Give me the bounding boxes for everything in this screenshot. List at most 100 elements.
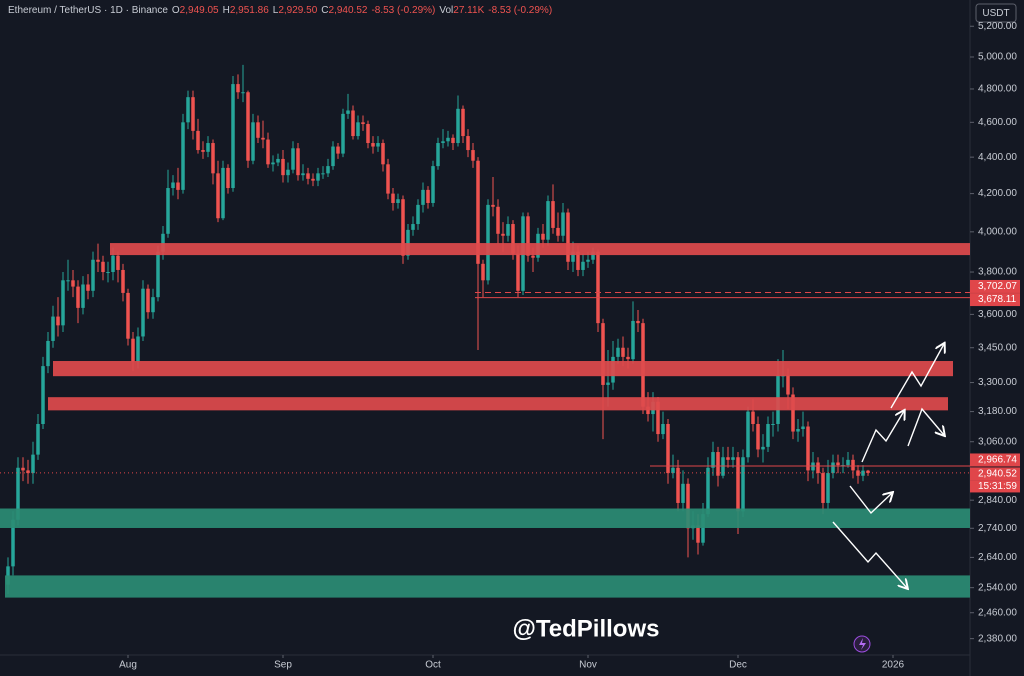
candle-body <box>686 483 690 529</box>
candle-body <box>121 269 125 293</box>
candle-body <box>226 167 230 189</box>
candle-body <box>826 473 830 503</box>
candle-body <box>466 136 470 151</box>
candle-body <box>41 366 45 425</box>
candle-body <box>721 457 725 476</box>
candle-body <box>91 259 95 291</box>
candle-body <box>61 280 65 326</box>
candle-body <box>206 143 210 152</box>
arrow <box>832 521 907 588</box>
candle-body <box>441 141 445 144</box>
y-tick-label: 2,460.00 <box>978 607 1017 618</box>
candle-body <box>331 146 335 167</box>
y-tick-label: 3,800.00 <box>978 267 1017 278</box>
candle-body <box>576 251 580 270</box>
stat-label: O <box>171 5 180 16</box>
candle-body <box>511 224 515 254</box>
candle-body <box>26 470 30 474</box>
y-tick-label: 2,540.00 <box>978 582 1017 593</box>
candle-body <box>176 182 180 190</box>
candle-body <box>566 212 570 262</box>
y-tick-label: 4,200.00 <box>978 188 1017 199</box>
candle-body <box>321 173 325 175</box>
candle-body <box>486 204 490 281</box>
x-tick-label: Sep <box>274 660 292 671</box>
candle-body <box>211 143 215 174</box>
symbol: Ethereum / TetherUS · 1D · Binance <box>8 5 168 16</box>
candle-body <box>236 84 240 93</box>
countdown-tag <box>970 480 1020 493</box>
candle-body <box>286 169 290 176</box>
candle-body <box>821 473 825 503</box>
candle-body <box>166 188 170 234</box>
candle-body <box>796 429 800 432</box>
x-tick-label: Dec <box>729 660 747 671</box>
candle-body <box>81 284 85 308</box>
candle-body <box>256 122 260 138</box>
candle-body <box>191 97 195 131</box>
candle-body <box>551 201 555 228</box>
candle-body <box>431 166 435 203</box>
candle-body <box>186 97 190 123</box>
candle-body <box>416 204 420 225</box>
candle-body <box>661 424 665 435</box>
candle-body <box>591 251 595 260</box>
y-tick-label: 3,180.00 <box>978 406 1017 417</box>
candle-body <box>766 424 770 447</box>
candle-body <box>136 336 140 362</box>
candle-body <box>341 113 345 154</box>
candle-body <box>326 166 330 174</box>
candle-body <box>501 233 505 236</box>
arrow <box>849 485 892 515</box>
candle-body <box>671 467 675 474</box>
y-tick-label: 3,300.00 <box>978 377 1017 388</box>
candle-body <box>296 148 300 176</box>
candle-body <box>666 424 670 474</box>
candle-body <box>141 288 145 337</box>
candle-body <box>806 426 810 471</box>
candle-body <box>86 284 90 291</box>
price-tag-label: 3,678.11 <box>978 294 1017 305</box>
candle-body <box>196 130 200 151</box>
candle-body <box>96 259 100 262</box>
candle-body <box>736 457 740 512</box>
price-tag-label: 2,966.74 <box>978 455 1017 466</box>
zone <box>53 361 953 377</box>
candle-body <box>531 255 535 258</box>
candle-body <box>201 150 205 152</box>
candle-body <box>716 452 720 476</box>
candle-body <box>461 108 465 137</box>
candle-body <box>11 519 15 567</box>
candle-body <box>866 470 870 473</box>
x-tick-label: 2026 <box>882 660 905 671</box>
candle-body <box>146 288 150 313</box>
candle-body <box>791 394 795 432</box>
candle-body <box>541 233 545 240</box>
candle-body <box>586 259 590 262</box>
candle-body <box>111 255 115 273</box>
candle-body <box>571 251 575 262</box>
candle-body <box>851 459 855 471</box>
candle-body <box>481 263 485 281</box>
scenario-arrows <box>832 344 944 588</box>
candle-body <box>676 467 680 503</box>
candle-body <box>846 459 850 466</box>
candle-body <box>421 189 425 205</box>
candle-body <box>271 162 275 165</box>
candle-body <box>831 462 835 474</box>
candle-body <box>116 255 120 270</box>
candle-body <box>861 470 865 476</box>
candle-body <box>616 347 620 357</box>
candle-body <box>311 178 315 181</box>
candle-body <box>56 316 60 326</box>
candle-body <box>21 467 25 471</box>
candle-body <box>636 320 640 324</box>
price-tag <box>970 279 1020 293</box>
candle-body <box>171 182 175 189</box>
candle-body <box>631 320 635 360</box>
currency-box[interactable] <box>975 3 1017 23</box>
y-tick-label: 4,000.00 <box>978 226 1017 237</box>
candle-body <box>306 173 310 179</box>
price-tag-label: 3,702.07 <box>978 281 1017 292</box>
arrow <box>907 407 944 447</box>
